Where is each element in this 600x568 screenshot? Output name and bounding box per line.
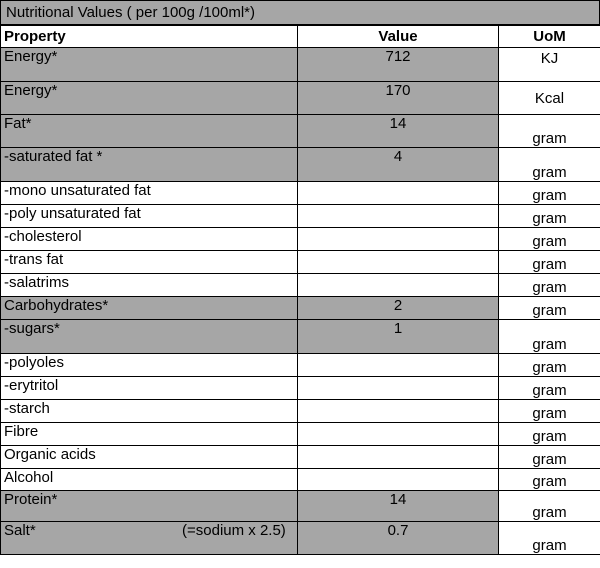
table-row: -poly unsaturated fat gram [0, 204, 600, 228]
row-label: Organic acids [0, 445, 298, 469]
row-uom: gram [498, 353, 600, 377]
row-value: 2 [297, 296, 499, 320]
row-value: 170 [297, 81, 499, 115]
row-note: (=sodium x 2.5) [182, 522, 286, 540]
row-value [297, 376, 499, 400]
salt-label-wrap: Salt* (=sodium x 2.5) [4, 522, 294, 540]
row-uom: KJ [498, 47, 600, 82]
table-row: -cholesterol gram [0, 227, 600, 251]
table-row: -saturated fat * 4 gram [0, 147, 600, 182]
row-uom: gram [498, 490, 600, 522]
row-label: Energy* [0, 47, 298, 82]
row-label: Fat* [0, 114, 298, 148]
row-value [297, 250, 499, 274]
row-uom: gram [498, 250, 600, 274]
row-label: Protein* [0, 490, 298, 522]
row-label: Salt* [4, 522, 36, 540]
row-label: -starch [0, 399, 298, 423]
table-row: Energy* 170 Kcal [0, 81, 600, 115]
row-value [297, 445, 499, 469]
row-value: 14 [297, 490, 499, 522]
row-value: 1 [297, 319, 499, 354]
row-value: 4 [297, 147, 499, 182]
table-row: Salt* (=sodium x 2.5) 0.7 gram [0, 521, 600, 555]
row-label: Energy* [0, 81, 298, 115]
header-property: Property [0, 25, 298, 48]
header-value: Value [297, 25, 499, 48]
row-label-cell: Salt* (=sodium x 2.5) [0, 521, 298, 555]
row-uom: gram [498, 319, 600, 354]
table-row: -trans fat gram [0, 250, 600, 274]
row-value [297, 227, 499, 251]
row-uom: Kcal [498, 81, 600, 115]
row-label: -saturated fat * [0, 147, 298, 182]
table-row: Energy* 712 KJ [0, 47, 600, 82]
row-uom: gram [498, 181, 600, 205]
row-uom: gram [498, 422, 600, 446]
row-label: Alcohol [0, 468, 298, 491]
header-row: Property Value UoM [0, 25, 600, 48]
row-label: -cholesterol [0, 227, 298, 251]
row-label: -erytritol [0, 376, 298, 400]
table-row: Carbohydrates* 2 gram [0, 296, 600, 320]
row-label: -polyoles [0, 353, 298, 377]
table-row: Fat* 14 gram [0, 114, 600, 148]
row-value [297, 204, 499, 228]
row-value: 14 [297, 114, 499, 148]
row-label: -mono unsaturated fat [0, 181, 298, 205]
table-row: Organic acids gram [0, 445, 600, 469]
table-row: -erytritol gram [0, 376, 600, 400]
table-row: -salatrims gram [0, 273, 600, 297]
row-value [297, 181, 499, 205]
row-uom: gram [498, 468, 600, 491]
table-row: -starch gram [0, 399, 600, 423]
table-row: Alcohol gram [0, 468, 600, 491]
table-row: -polyoles gram [0, 353, 600, 377]
row-value [297, 422, 499, 446]
row-uom: gram [498, 114, 600, 148]
row-label: -salatrims [0, 273, 298, 297]
row-label: -sugars* [0, 319, 298, 354]
row-label: Carbohydrates* [0, 296, 298, 320]
row-value: 0.7 [297, 521, 499, 555]
table-row: Fibre gram [0, 422, 600, 446]
row-uom: gram [498, 521, 600, 555]
row-value: 712 [297, 47, 499, 82]
header-uom: UoM [498, 25, 600, 48]
row-uom: gram [498, 399, 600, 423]
row-label: -trans fat [0, 250, 298, 274]
nutrition-table: Property Value UoM Energy* 712 KJ Energy… [0, 25, 600, 555]
row-value [297, 468, 499, 491]
row-uom: gram [498, 296, 600, 320]
row-uom: gram [498, 376, 600, 400]
table-row: -mono unsaturated fat gram [0, 181, 600, 205]
row-value [297, 273, 499, 297]
row-label: Fibre [0, 422, 298, 446]
row-value [297, 399, 499, 423]
row-uom: gram [498, 227, 600, 251]
table-title: Nutritional Values ( per 100g /100ml*) [0, 0, 600, 25]
row-value [297, 353, 499, 377]
row-uom: gram [498, 147, 600, 182]
table-row: Protein* 14 gram [0, 490, 600, 522]
row-label: -poly unsaturated fat [0, 204, 298, 228]
row-uom: gram [498, 273, 600, 297]
table-row: -sugars* 1 gram [0, 319, 600, 354]
row-uom: gram [498, 445, 600, 469]
row-uom: gram [498, 204, 600, 228]
